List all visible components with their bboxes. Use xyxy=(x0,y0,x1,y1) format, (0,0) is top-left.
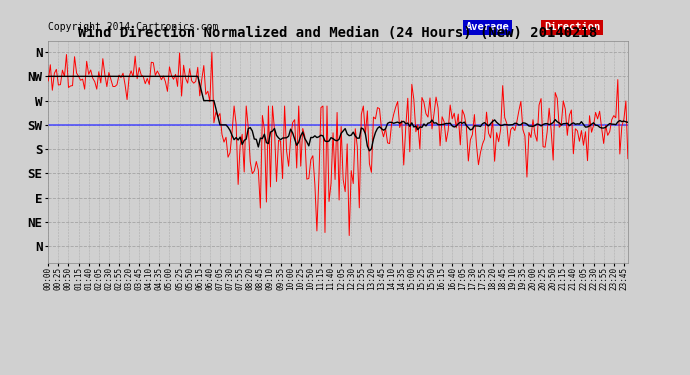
Title: Wind Direction Normalized and Median (24 Hours) (New) 20140218: Wind Direction Normalized and Median (24… xyxy=(79,26,598,40)
Text: Average: Average xyxy=(466,22,509,32)
Text: Copyright 2014 Cartronics.com: Copyright 2014 Cartronics.com xyxy=(48,22,219,32)
Text: Direction: Direction xyxy=(544,22,600,32)
